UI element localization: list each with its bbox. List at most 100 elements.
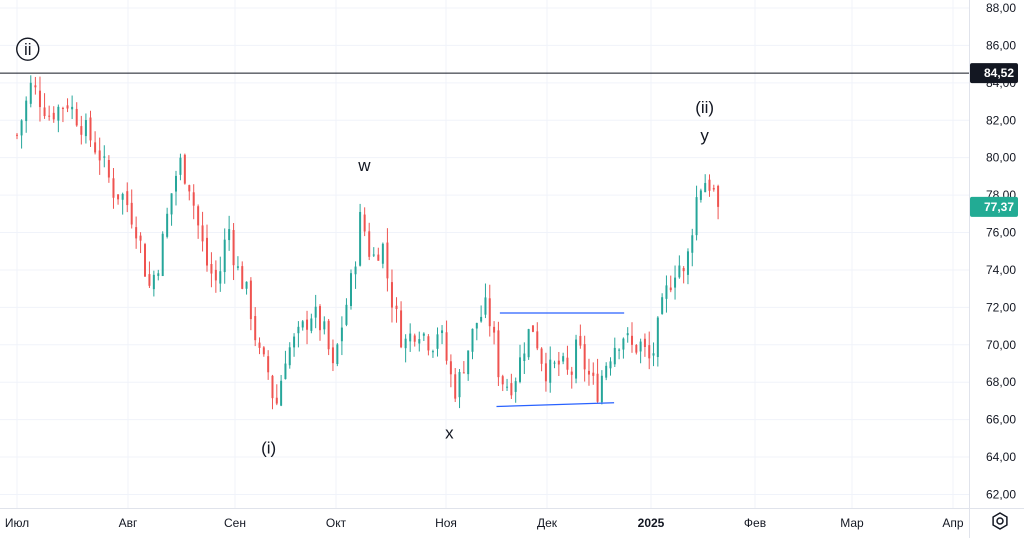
x-tick-label: 2025 [638,516,665,530]
candle-body [271,375,274,399]
wave-labels: ii w (i) x (ii) y [16,37,714,458]
candle-body [98,150,101,161]
candle-body [462,372,465,374]
candle-body [635,345,638,353]
candle-body [449,361,452,375]
candle-body [249,280,252,320]
candle-body [427,336,430,351]
candle-body [236,266,239,268]
level-price-badge-bg [970,63,1018,84]
candle-body [592,372,595,376]
candle-body [699,190,702,200]
candle-body [345,304,348,325]
candle-body [493,326,496,333]
candle-body [566,357,569,370]
y-tick-label: 80,00 [986,151,1016,165]
y-tick-label: 72,00 [986,300,1016,314]
candle-body [372,254,375,256]
settings-button[interactable] [985,508,1015,534]
candle-body [523,353,526,362]
candle-body [331,347,334,364]
candle-body [228,229,231,241]
candle-body [626,333,629,336]
candle-body [413,335,416,342]
grid-lines [0,0,969,508]
candle-body [686,251,689,275]
x-tick-label: Мар [840,516,864,530]
candle-body [293,336,296,348]
candle-body [540,348,543,364]
candle-body [583,344,586,370]
candle-body [436,334,439,349]
y-tick-label: 86,00 [986,38,1016,52]
candle-body [48,115,51,117]
wave-label-x: x [445,424,454,443]
candle-body [596,373,599,402]
candle-body [553,362,556,364]
candle-body [510,383,513,396]
candle-body [107,160,110,178]
candle-body [704,183,707,193]
candle-body [431,351,434,353]
settings-icon [992,512,1008,530]
candle-body [562,356,565,362]
candle-body [214,269,217,281]
candle-body [484,297,487,315]
candle-body [631,335,634,345]
candle-body [306,319,309,330]
wave-circle [16,37,40,61]
candle-body [117,194,120,200]
candle-body [75,108,78,126]
candle-body [467,350,470,375]
candle-body [488,298,491,327]
wave-label-ii: ii [24,40,32,59]
candle-body [297,326,300,334]
candle-body [480,316,483,322]
candle-body [71,106,74,110]
y-tick-label: 66,00 [986,413,1016,427]
candle-body [712,187,715,190]
candle-body [404,338,407,349]
candle-body [648,345,651,359]
candle-body [544,363,547,382]
candle-body [157,273,160,276]
candle-body [267,356,270,373]
x-tick-label: Авг [119,516,138,530]
candle-body [471,328,474,352]
candle-body [587,370,590,375]
candle-body [323,321,326,330]
candle-body [25,100,28,122]
candle-body [112,178,115,198]
candle-body [475,322,478,329]
x-tick-label: Сен [224,516,246,530]
y-tick-label: 74,00 [986,263,1016,277]
wave-label-w: w [357,156,371,175]
candle-body [43,107,46,117]
y-tick-label: 62,00 [986,487,1016,501]
candle-body [618,349,621,351]
candle-body [386,242,389,279]
candle-body [349,273,352,306]
candle-body [363,214,366,232]
candle-body [52,112,55,120]
candle-body [232,230,235,266]
candle-body [192,192,195,206]
x-tick-label: Ноя [435,516,457,530]
y-tick-label: 88,00 [986,1,1016,15]
candle-body [262,347,265,355]
candle-body [661,297,664,314]
candle-body [613,347,616,365]
candle-body [152,274,155,290]
candle-body [377,254,380,261]
wave-label-piip: (ii) [695,98,714,117]
last-price-badge: 77,37 [970,196,1018,217]
candle-body [422,333,425,336]
candle-body [139,235,142,241]
candle-body [121,193,124,200]
candle-body [314,306,317,318]
candle-body [579,335,582,346]
level-price-badge: 84,52 [970,63,1018,84]
candle-body [80,126,83,135]
